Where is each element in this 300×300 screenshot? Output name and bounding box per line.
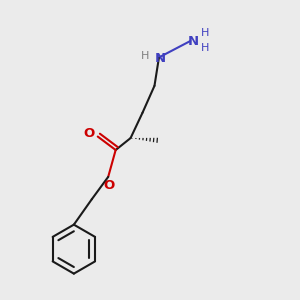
Text: N: N bbox=[188, 35, 199, 48]
Text: H: H bbox=[200, 28, 209, 38]
Text: H: H bbox=[200, 44, 209, 53]
Text: N: N bbox=[154, 52, 165, 64]
Text: H: H bbox=[140, 51, 149, 61]
Text: O: O bbox=[84, 127, 95, 140]
Text: O: O bbox=[103, 179, 115, 192]
